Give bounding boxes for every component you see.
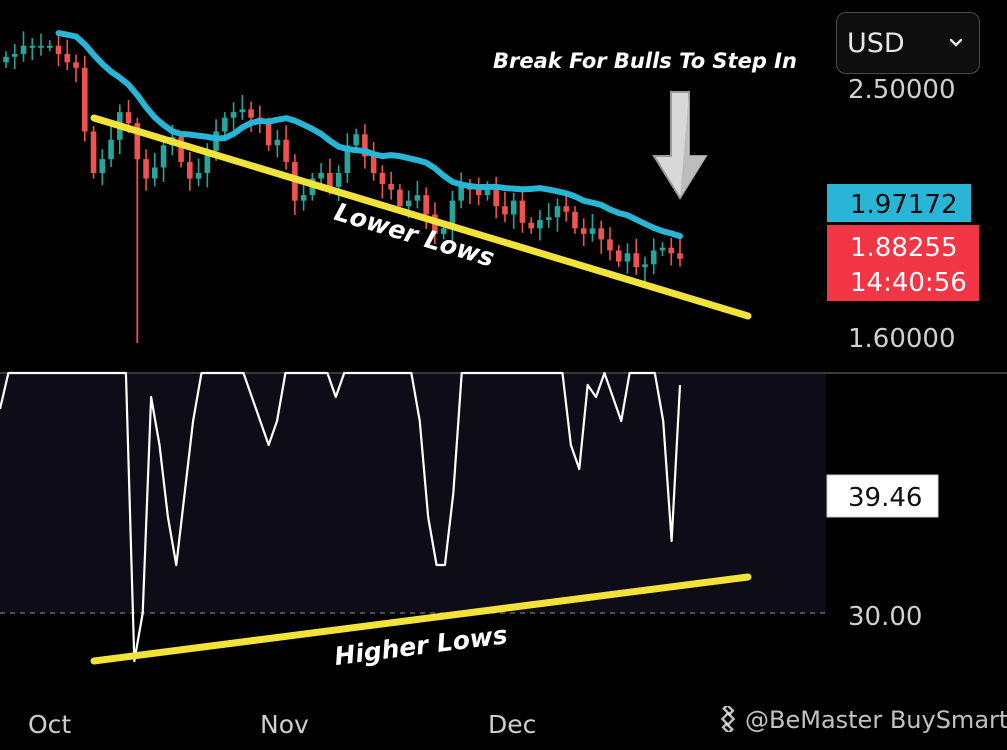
candle — [73, 62, 79, 68]
candle — [178, 137, 184, 162]
candlestick-series — [3, 31, 683, 343]
lower-lows-trendline — [90, 114, 752, 320]
candle — [204, 150, 211, 173]
candle — [283, 139, 289, 162]
candle — [195, 173, 202, 179]
candle — [659, 247, 666, 251]
x-label-dec: Dec — [488, 710, 536, 739]
candle — [125, 112, 132, 124]
candle — [11, 54, 18, 57]
candle — [668, 247, 675, 254]
candle — [633, 253, 640, 268]
candle — [397, 189, 403, 207]
candle — [502, 206, 508, 215]
candle — [493, 186, 499, 207]
candle — [20, 45, 27, 55]
candle — [134, 123, 141, 160]
last-price-badge — [827, 225, 979, 301]
break-annotation: Break For Bulls To Step In — [493, 49, 797, 73]
candle — [327, 173, 333, 187]
candle — [318, 173, 324, 179]
candle — [607, 239, 613, 251]
last-price-label: 1.88255 — [850, 233, 958, 263]
rsi-line — [0, 371, 682, 663]
candle — [38, 45, 44, 48]
candle — [475, 189, 482, 196]
candle — [414, 195, 421, 201]
candle — [423, 195, 429, 215]
candle — [152, 167, 158, 179]
rsi-pane-background — [0, 373, 826, 613]
candle — [615, 250, 622, 262]
candle-countdown: 14:40:56 — [850, 268, 967, 298]
watermark-text: @BeMaster BuySmart — [745, 706, 1007, 734]
candle — [230, 112, 237, 118]
candle — [572, 211, 578, 229]
rsi-value-badge — [826, 474, 939, 518]
candle — [545, 217, 552, 221]
candle — [449, 200, 456, 229]
candle — [440, 228, 447, 234]
price-tick-1-6: 1.60000 — [848, 324, 956, 354]
candle — [563, 206, 570, 212]
candle — [510, 200, 517, 215]
candle — [589, 228, 596, 234]
candle — [353, 134, 359, 146]
candle — [528, 222, 534, 229]
ma-value-label: 1.97172 — [850, 190, 958, 220]
candle — [458, 186, 464, 201]
candle — [598, 228, 605, 240]
candle — [642, 264, 648, 268]
candle — [64, 54, 71, 63]
candle — [108, 139, 114, 160]
rsi-level-label: 30.00 — [848, 602, 922, 632]
price-tick-2-5: 2.50000 — [848, 75, 956, 105]
candle — [379, 173, 386, 185]
candle — [650, 250, 657, 265]
candle — [55, 45, 62, 55]
candle — [537, 220, 543, 229]
currency-select[interactable]: USD — [836, 12, 980, 74]
candle — [81, 67, 88, 132]
candle — [3, 56, 9, 63]
candle — [265, 123, 272, 146]
chevron-down-icon — [947, 34, 965, 52]
candle — [187, 161, 193, 179]
candle — [677, 253, 683, 259]
currency-value: USD — [847, 27, 905, 59]
candle — [90, 131, 97, 173]
candle — [248, 109, 254, 118]
candle — [99, 159, 106, 173]
down-arrow-icon — [652, 91, 708, 200]
moving-average-line — [55, 30, 683, 240]
candle — [362, 134, 368, 157]
candle — [29, 45, 36, 48]
candle — [335, 173, 342, 187]
candle — [46, 45, 53, 48]
binance-logo-icon — [715, 703, 741, 735]
candle — [222, 117, 228, 132]
candle — [239, 109, 246, 113]
candle — [143, 159, 149, 179]
candle — [344, 145, 351, 173]
rsi-value-label: 39.46 — [848, 483, 922, 513]
candle — [519, 200, 526, 223]
candle — [580, 228, 587, 234]
candle — [370, 156, 377, 173]
candle — [554, 206, 561, 218]
candle — [274, 139, 281, 146]
x-label-nov: Nov — [260, 710, 309, 739]
candle — [300, 195, 307, 201]
x-label-oct: Oct — [28, 710, 71, 739]
ma-value-badge — [827, 184, 971, 222]
higher-lows-trendline — [90, 573, 752, 665]
candle — [624, 253, 631, 262]
watermark: @BeMaster BuySmart — [715, 703, 1007, 735]
candle — [388, 184, 394, 190]
candle — [484, 186, 491, 196]
candle — [160, 145, 167, 168]
candle — [405, 200, 412, 207]
